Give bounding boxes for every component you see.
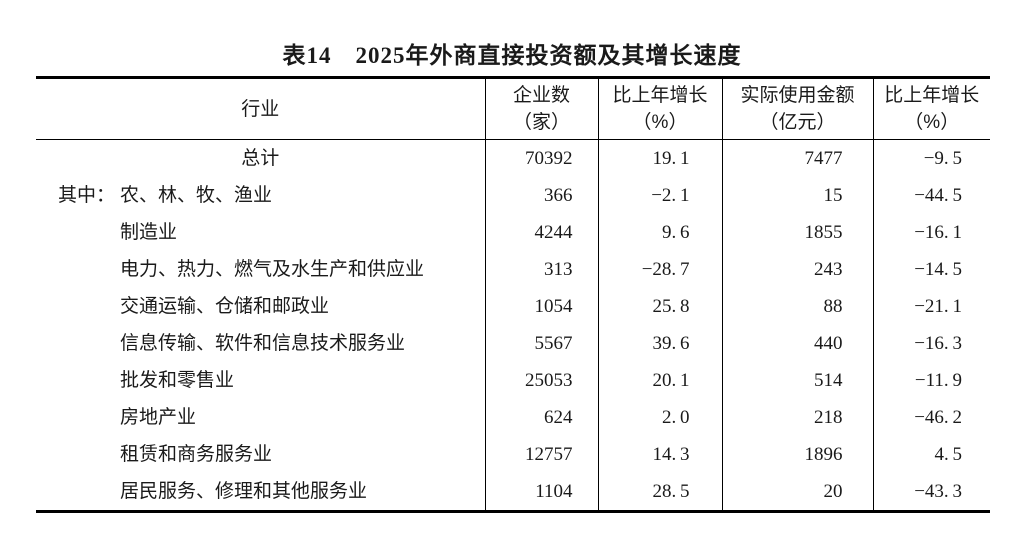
col-header-growth-enterprises-line2: （%） [632,112,688,133]
industry-name: 批发和零售业 [120,370,235,391]
cell-industry: 制造业 [36,214,485,251]
cell-growth2: −44. 5 [872,177,990,214]
cell-amount: 1855 [721,214,873,251]
cell-amount: 88 [721,288,873,325]
col-header-industry: 行业 [36,79,485,140]
cell-growth1: 20. 1 [597,362,722,399]
industry-name: 信息传输、软件和信息技术服务业 [120,333,406,354]
table-row: 电力、热力、燃气及水生产和供应业 313 −28. 7 243 −14. 5 [36,251,990,288]
cell-amount: 1896 [721,436,873,473]
cell-amount: 514 [721,362,873,399]
col-header-growth-enterprises-line1: 比上年增长 [612,85,708,106]
table-title: 表14 2025年外商直接投资额及其增长速度 [282,43,742,68]
cell-enterprises: 5567 [484,325,598,362]
industry-name: 制造业 [120,222,178,243]
cell-amount: 243 [721,251,873,288]
table-body: 总计 70392 19. 1 7477 −9. 5 其中： 农、林、牧、渔业 366 −2. 1… [36,139,990,510]
cell-amount: 440 [721,325,873,362]
cell-industry: 居民服务、修理和其他服务业 [36,473,485,510]
industry-name: 房地产业 [120,407,197,428]
cell-growth2: −16. 3 [872,325,990,362]
col-header-growth-enterprises: 比上年增长 （%） [597,79,722,140]
cell-enterprises: 313 [484,251,598,288]
table-row: 其中： 农、林、牧、渔业 366 −2. 1 15 −44. 5 [36,177,990,214]
fdi-table: 行业 企业数 （家） 比上年增长 （%） 实际使用金额 （亿元） [36,79,990,510]
cell-enterprises: 25053 [484,362,598,399]
header-row: 行业 企业数 （家） 比上年增长 （%） 实际使用金额 （亿元） [36,79,990,140]
cell-industry: 批发和零售业 [36,362,485,399]
cell-growth1: −2. 1 [597,177,722,214]
cell-enterprises: 366 [484,177,598,214]
col-header-industry-label: 行业 [241,98,280,120]
cell-enterprises: 4244 [484,214,598,251]
industry-name: 租赁和商务服务业 [120,444,273,465]
table-row: 批发和零售业 25053 20. 1 514 −11. 9 [36,362,990,399]
table-row: 总计 70392 19. 1 7477 −9. 5 [36,139,990,177]
cell-enterprises: 624 [484,399,598,436]
cell-growth1: 2. 0 [597,399,722,436]
cell-growth1: 39. 6 [597,325,722,362]
cell-enterprises: 1104 [484,473,598,510]
fdi-table-wrapper: 行业 企业数 （家） 比上年增长 （%） 实际使用金额 （亿元） [36,76,990,513]
industry-name: 农、林、牧、渔业 [120,185,273,206]
cell-enterprises: 12757 [484,436,598,473]
cell-growth2: −21. 1 [872,288,990,325]
table-row: 信息传输、软件和信息技术服务业 5567 39. 6 440 −16. 3 [36,325,990,362]
col-header-amount-line2: （亿元） [759,112,836,133]
cell-growth2: −46. 2 [872,399,990,436]
cell-growth2: −16. 1 [872,214,990,251]
cell-industry: 房地产业 [36,399,485,436]
cell-industry: 租赁和商务服务业 [36,436,485,473]
cell-growth2: −9. 5 [872,139,990,177]
col-header-enterprises-line2: （家） [512,112,570,133]
col-header-amount: 实际使用金额 （亿元） [721,79,873,140]
row-prefix: 其中： [58,185,116,206]
cell-growth2: −43. 3 [872,473,990,510]
industry-name: 电力、热力、燃气及水生产和供应业 [120,259,425,280]
cell-industry: 电力、热力、燃气及水生产和供应业 [36,251,485,288]
industry-name: 交通运输、仓储和邮政业 [120,296,330,317]
col-header-growth-amount: 比上年增长 （%） [872,79,990,140]
cell-enterprises: 70392 [484,139,598,177]
col-header-enterprises: 企业数 （家） [484,79,598,140]
table-row: 制造业 4244 9. 6 1855 −16. 1 [36,214,990,251]
cell-industry: 其中： 农、林、牧、渔业 [36,177,485,214]
cell-growth2: −11. 9 [872,362,990,399]
col-header-amount-line1: 实际使用金额 [740,85,855,106]
cell-amount: 7477 [721,139,873,177]
cell-enterprises: 1054 [484,288,598,325]
table-row: 交通运输、仓储和邮政业 1054 25. 8 88 −21. 1 [36,288,990,325]
cell-industry: 信息传输、软件和信息技术服务业 [36,325,485,362]
cell-amount: 15 [721,177,873,214]
cell-growth1: 14. 3 [597,436,722,473]
col-header-growth-amount-line1: 比上年增长 [884,85,980,106]
cell-growth1: −28. 7 [597,251,722,288]
cell-industry: 总计 [241,148,280,169]
cell-growth1: 9. 6 [597,214,722,251]
cell-growth2: 4. 5 [872,436,990,473]
table-row: 居民服务、修理和其他服务业 1104 28. 5 20 −43. 3 [36,473,990,510]
cell-growth1: 19. 1 [597,139,722,177]
cell-amount: 218 [721,399,873,436]
cell-industry: 交通运输、仓储和邮政业 [36,288,485,325]
cell-amount: 20 [721,473,873,510]
table-row: 租赁和商务服务业 12757 14. 3 1896 4. 5 [36,436,990,473]
col-header-growth-amount-line2: （%） [904,112,960,133]
table-row: 房地产业 624 2. 0 218 −46. 2 [36,399,990,436]
cell-growth2: −14. 5 [872,251,990,288]
cell-growth1: 28. 5 [597,473,722,510]
industry-name: 居民服务、修理和其他服务业 [120,481,368,502]
cell-growth1: 25. 8 [597,288,722,325]
col-header-enterprises-line1: 企业数 [512,85,570,106]
